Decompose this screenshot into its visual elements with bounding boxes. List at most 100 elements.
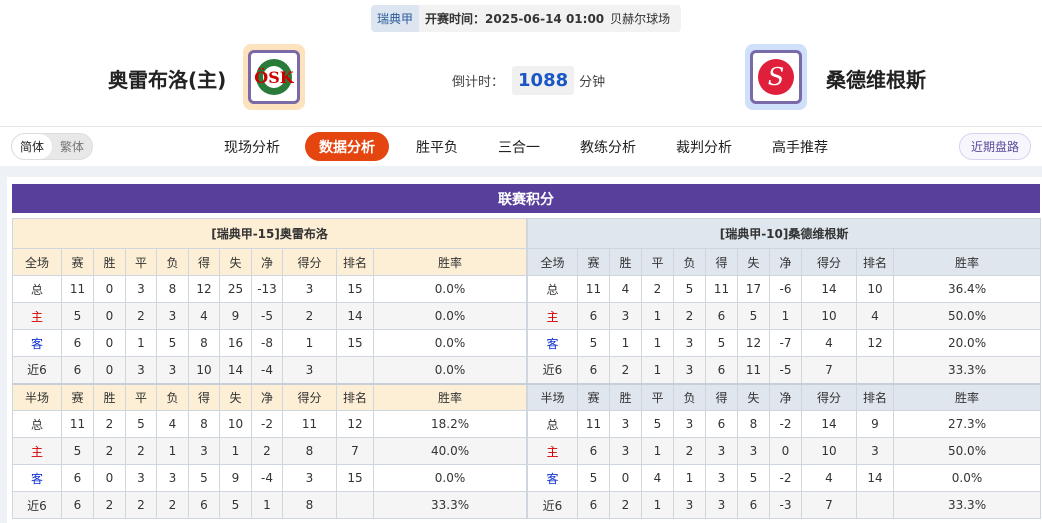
stat-cell: 3	[673, 410, 706, 438]
tab-data-analysis[interactable]: 数据分析	[305, 132, 389, 161]
stat-cell: 10	[219, 410, 252, 438]
stat-cell: 6	[577, 302, 610, 330]
row-label: 客	[527, 464, 578, 492]
stat-cell: 0.0%	[372, 275, 528, 303]
team-standings-title: [瑞典甲-10]桑德维根斯	[526, 218, 1042, 249]
stat-cell: 14	[801, 410, 857, 438]
tab-coach-analysis[interactable]: 教练分析	[580, 139, 636, 156]
tab-three-in-one[interactable]: 三合一	[498, 139, 540, 156]
stat-cell: 11	[577, 410, 610, 438]
column-header: 胜率	[892, 248, 1042, 276]
stat-cell: 1	[156, 437, 189, 465]
stat-cell: 1	[673, 464, 706, 492]
table-row: 客 5 0 4 1 3 5 -2 4 14 0.0%	[527, 464, 1042, 492]
stat-cell: 2	[609, 491, 642, 519]
stat-cell: 1	[609, 329, 642, 357]
stat-cell: 3	[282, 356, 337, 384]
countdown: 倒计时： 1088 分钟	[452, 66, 605, 95]
column-header: 失	[737, 382, 770, 411]
column-header: 排名	[336, 382, 374, 411]
column-header: 胜	[93, 382, 126, 411]
stat-cell: 10	[856, 275, 894, 303]
column-header: 净	[251, 248, 283, 276]
stat-cell: 17	[737, 275, 770, 303]
stat-cell: 11	[705, 275, 738, 303]
stat-cell: 6	[61, 356, 94, 384]
column-header-row: 半场赛胜平负得失净得分 排名 胜率	[527, 382, 1042, 411]
stat-cell: 11	[61, 275, 94, 303]
stat-cell: 6	[737, 491, 770, 519]
stat-cell: 2	[641, 275, 674, 303]
stat-cell: 3	[125, 356, 157, 384]
stat-cell: 5	[577, 464, 610, 492]
column-header: 胜	[609, 382, 642, 411]
tab-live-analysis[interactable]: 现场分析	[224, 139, 280, 156]
stat-cell: 0	[769, 437, 802, 465]
stat-cell: 10	[801, 437, 857, 465]
league-badge[interactable]: 瑞典甲	[371, 5, 420, 32]
column-header: 平	[641, 382, 674, 411]
column-header: 得分	[801, 382, 857, 411]
stat-cell: 12	[336, 410, 374, 438]
nav-bar: 简体 繁体 现场分析 数据分析 胜平负 三合一 教练分析 裁判分析 高手推荐 近…	[0, 126, 1042, 166]
lang-simplified[interactable]: 简体	[12, 134, 52, 159]
stat-cell: 7	[801, 356, 857, 384]
column-header-row: 全场赛胜平负得失净得分 排名 胜率	[527, 248, 1042, 276]
column-header: 赛	[577, 382, 610, 411]
tab-expert-picks[interactable]: 高手推荐	[772, 139, 828, 156]
stat-cell: 50.0%	[892, 437, 1042, 465]
stat-cell: 27.3%	[892, 410, 1042, 438]
venue: 贝赫尔球场	[610, 12, 671, 26]
column-header: 排名	[856, 248, 894, 276]
stat-cell: 14	[219, 356, 252, 384]
table-row: 总 11 3 5 3 6 8 -2 14 9 27.3%	[527, 410, 1042, 438]
stat-cell: 5	[737, 302, 770, 330]
stat-cell: 7	[336, 437, 374, 465]
stat-cell: -7	[769, 329, 802, 357]
home-crest-icon: ÖSK	[254, 59, 294, 95]
column-header: 胜率	[372, 248, 528, 276]
stat-cell: 0	[609, 464, 642, 492]
stat-cell: 3	[673, 329, 706, 357]
home-team-logo[interactable]: ÖSK	[243, 44, 305, 110]
column-header: 得	[188, 248, 220, 276]
stat-cell: 11	[577, 275, 610, 303]
stat-cell: 8	[156, 275, 189, 303]
column-header: 得	[705, 382, 738, 411]
stat-cell: 5	[156, 329, 189, 357]
column-header: 平	[125, 248, 157, 276]
column-header: 全场	[527, 248, 578, 276]
row-label: 总	[12, 410, 62, 438]
recent-handicap-button[interactable]: 近期盘路	[959, 133, 1031, 160]
column-header: 平	[125, 382, 157, 411]
stat-cell: 4	[641, 464, 674, 492]
countdown-value: 1088	[512, 66, 575, 95]
stat-cell: 8	[188, 410, 220, 438]
stat-cell: 9	[856, 410, 894, 438]
stat-cell: 3	[282, 464, 337, 492]
language-toggle[interactable]: 简体 繁体	[11, 133, 93, 160]
tab-win-draw-loss[interactable]: 胜平负	[416, 139, 458, 156]
stat-cell: 0.0%	[372, 464, 528, 492]
stat-cell: 4	[188, 302, 220, 330]
row-label: 主	[527, 302, 578, 330]
lang-traditional[interactable]: 繁体	[59, 140, 84, 154]
row-label: 近6	[12, 356, 62, 384]
stat-cell: 2	[251, 437, 283, 465]
column-header: 胜	[93, 248, 126, 276]
column-header: 失	[219, 248, 252, 276]
stat-cell: 1	[641, 302, 674, 330]
away-team-logo[interactable]: S	[745, 44, 807, 110]
stat-cell: -2	[251, 410, 283, 438]
stat-cell: 2	[282, 302, 337, 330]
table-row: 近6 6 2 1 3 3 6 -3 7 33.3%	[527, 491, 1042, 519]
stat-cell: -4	[251, 356, 283, 384]
stat-cell: 4	[156, 410, 189, 438]
stat-cell: 1	[641, 356, 674, 384]
stat-cell: 6	[61, 329, 94, 357]
stat-cell: 6	[577, 437, 610, 465]
stat-cell: 2	[125, 491, 157, 519]
tab-referee-analysis[interactable]: 裁判分析	[676, 139, 732, 156]
table-row: 主 6 3 1 2 3 3 0 10 3 50.0%	[527, 437, 1042, 465]
column-header: 胜率	[372, 382, 528, 411]
